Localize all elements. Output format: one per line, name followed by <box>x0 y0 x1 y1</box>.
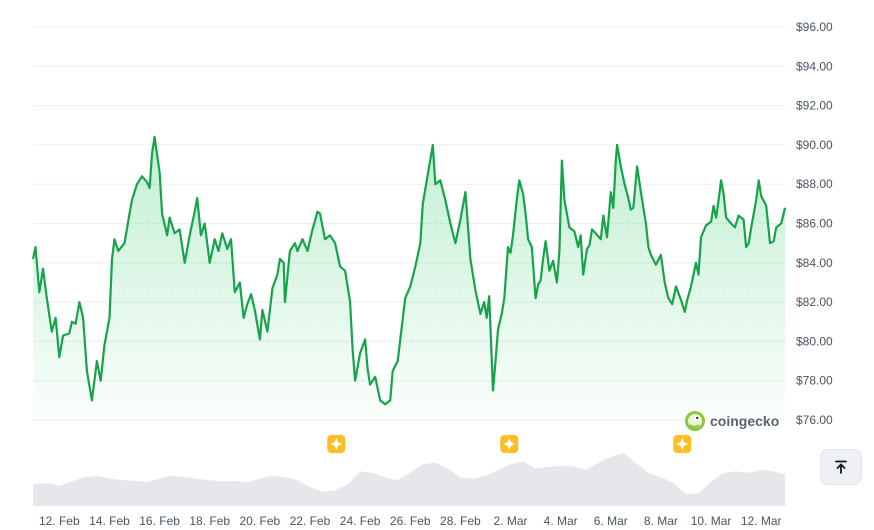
x-tick-label: 6. Mar <box>594 514 628 528</box>
volume-area <box>33 452 785 506</box>
price-area <box>31 135 787 420</box>
y-tick-label: $90.00 <box>796 138 833 152</box>
event-marker-icon[interactable] <box>327 435 346 453</box>
x-tick-label: 12. Mar <box>741 514 782 528</box>
x-tick-label: 8. Mar <box>644 514 678 528</box>
x-tick-label: 10. Mar <box>691 514 732 528</box>
price-area-texture <box>33 137 785 420</box>
y-tick-label: $76.00 <box>796 413 833 427</box>
x-tick-label: 28. Feb <box>440 514 481 528</box>
scroll-to-top-button[interactable] <box>820 449 862 485</box>
watermark: coingecko <box>684 410 779 432</box>
event-marker-icon[interactable] <box>673 435 692 453</box>
x-tick-label: 2. Mar <box>494 514 528 528</box>
event-markers <box>327 435 692 453</box>
x-tick-label: 22. Feb <box>290 514 331 528</box>
volume-series <box>33 452 785 506</box>
gecko-logo-icon <box>685 411 705 431</box>
x-tick-label: 24. Feb <box>340 514 381 528</box>
event-marker-icon[interactable] <box>500 435 519 453</box>
x-tick-label: 12. Feb <box>39 514 80 528</box>
price-line <box>31 135 787 406</box>
x-tick-label: 16. Feb <box>139 514 180 528</box>
x-tick-label: 4. Mar <box>544 514 578 528</box>
y-tick-label: $84.00 <box>796 256 833 270</box>
x-tick-label: 20. Feb <box>240 514 281 528</box>
x-tick-label: 18. Feb <box>189 514 230 528</box>
y-axis: $96.00 $94.00 $92.00 $90.00 $88.00 $86.00 $84.… <box>796 20 833 427</box>
y-tick-label: $94.00 <box>796 59 833 73</box>
x-tick-label: 14. Feb <box>89 514 130 528</box>
y-tick-label: $88.00 <box>796 177 833 191</box>
y-tick-label: $80.00 <box>796 334 833 348</box>
x-axis: 12. Feb 14. Feb 16. Feb 18. Feb 20. Feb 22. F… <box>39 514 782 528</box>
y-tick-label: $96.00 <box>796 20 833 34</box>
y-tick-label: $82.00 <box>796 295 833 309</box>
watermark-text: coingecko <box>710 413 780 429</box>
y-tick-label: $78.00 <box>796 374 833 388</box>
y-tick-label: $86.00 <box>796 217 833 231</box>
arrow-up-to-line-icon <box>835 460 847 474</box>
y-tick-label: $92.00 <box>796 99 833 113</box>
x-tick-label: 26. Feb <box>390 514 431 528</box>
